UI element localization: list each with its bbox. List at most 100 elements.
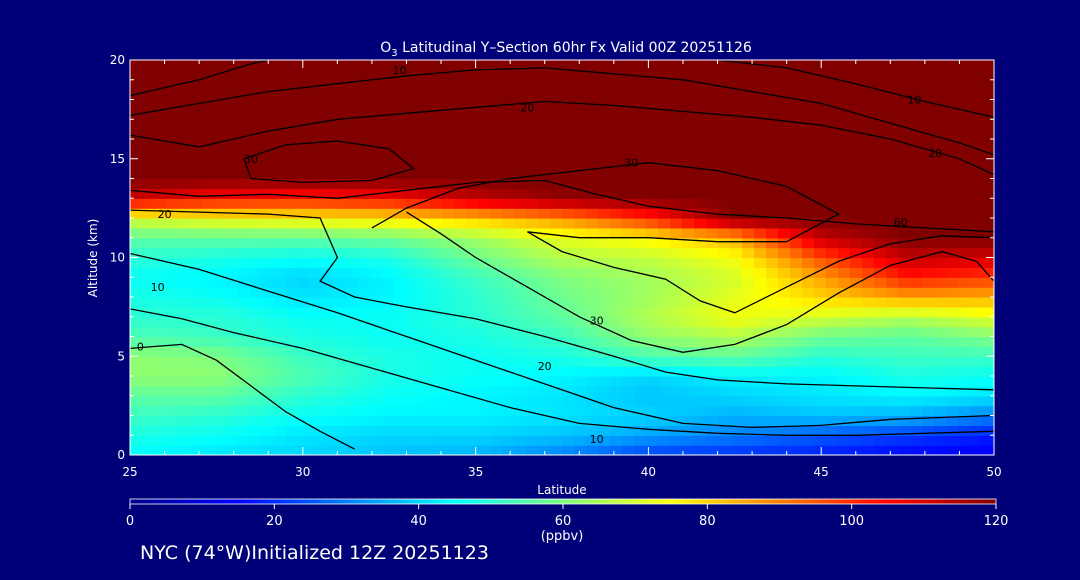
field-cell <box>946 109 959 120</box>
field-cell <box>526 415 539 426</box>
field-cell <box>190 287 203 298</box>
field-cell <box>130 129 143 140</box>
field-cell <box>310 267 323 278</box>
field-cell <box>130 346 143 357</box>
field-cell <box>766 119 779 130</box>
field-cell <box>262 385 275 397</box>
field-cell <box>910 376 923 387</box>
field-cell <box>850 257 863 268</box>
footer-run-info: NYC (74°W)Initialized 12Z 20251123 <box>140 542 489 564</box>
field-cell <box>154 60 167 71</box>
field-cell <box>286 366 299 377</box>
field-cell <box>418 385 431 397</box>
contour-line <box>717 60 994 118</box>
field-cell <box>454 109 467 120</box>
field-cell <box>850 148 863 160</box>
field-cell <box>598 366 611 377</box>
field-cell <box>154 316 167 328</box>
field-cell <box>634 257 647 268</box>
field-cell <box>262 376 275 387</box>
field-cell <box>742 208 755 219</box>
field-cell <box>382 247 395 259</box>
field-cell <box>430 356 443 367</box>
field-cell <box>538 129 551 140</box>
field-cell <box>490 158 503 170</box>
field-cell <box>310 415 323 426</box>
field-cell <box>310 69 323 81</box>
field-cell <box>166 148 179 160</box>
field-cell <box>682 425 695 436</box>
field-cell <box>550 385 563 397</box>
field-cell <box>598 445 611 455</box>
field-cell <box>562 395 575 407</box>
field-cell <box>274 435 287 446</box>
field-cell <box>838 385 851 397</box>
field-cell <box>346 79 359 91</box>
field-cell <box>598 326 611 338</box>
field-cell <box>502 287 515 298</box>
field-cell <box>466 99 479 110</box>
field-cell <box>298 425 311 436</box>
field-cell <box>730 277 743 288</box>
field-cell <box>130 257 143 268</box>
field-cell <box>754 287 767 298</box>
field-cell <box>490 306 503 318</box>
field-cell <box>514 435 527 446</box>
field-cell <box>898 168 911 180</box>
field-cell <box>418 89 431 101</box>
field-cell <box>850 366 863 377</box>
field-cell <box>298 415 311 426</box>
field-cell <box>610 99 623 110</box>
field-cell <box>682 316 695 328</box>
field-cell <box>694 287 707 298</box>
field-cell <box>166 267 179 278</box>
field-cell <box>130 188 143 199</box>
field-cell <box>394 267 407 278</box>
field-cell <box>886 218 899 229</box>
field-cell <box>730 109 743 120</box>
field-cell <box>406 277 419 288</box>
field-cell <box>262 208 275 219</box>
field-cell <box>754 376 767 387</box>
field-cell <box>130 277 143 288</box>
field-cell <box>334 405 347 417</box>
field-cell <box>418 366 431 377</box>
field-cell <box>622 336 635 347</box>
field-cell <box>766 109 779 120</box>
field-cell <box>250 336 263 347</box>
field-cell <box>490 257 503 268</box>
field-cell <box>298 247 311 259</box>
field-cell <box>694 188 707 199</box>
field-cell <box>550 109 563 120</box>
field-cell <box>514 247 527 259</box>
field-cell <box>214 297 227 308</box>
field-cell <box>550 415 563 426</box>
field-cell <box>778 316 791 328</box>
field-cell <box>706 247 719 259</box>
field-cell <box>178 208 191 219</box>
field-cell <box>970 178 983 189</box>
field-cell <box>610 119 623 130</box>
field-cell <box>718 257 731 268</box>
field-cell <box>742 237 755 249</box>
field-cell <box>394 237 407 249</box>
field-cell <box>610 158 623 170</box>
field-cell <box>946 99 959 110</box>
field-cell <box>946 198 959 209</box>
field-cell <box>478 198 491 209</box>
field-cell <box>982 69 994 81</box>
field-cell <box>310 277 323 288</box>
field-cell <box>454 208 467 219</box>
field-cell <box>586 119 599 130</box>
field-cell <box>442 435 455 446</box>
field-cell <box>610 208 623 219</box>
field-cell <box>742 99 755 110</box>
field-cell <box>898 366 911 377</box>
field-cell <box>850 188 863 199</box>
field-cell <box>514 237 527 249</box>
field-cell <box>478 237 491 249</box>
x-tick-label: 25 <box>122 465 137 479</box>
field-cell <box>850 60 863 71</box>
field-cell <box>214 89 227 101</box>
field-cell <box>502 129 515 140</box>
